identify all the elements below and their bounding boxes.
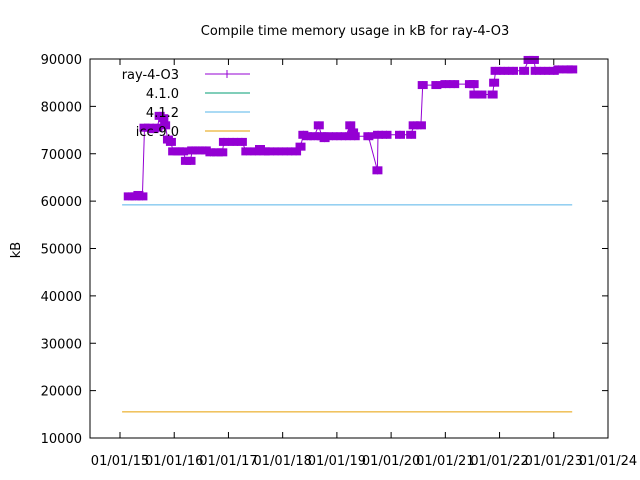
data-point-marker [219,137,228,146]
data-point-marker [490,78,499,87]
data-point-marker [491,66,500,75]
x-tick-label: 01/01/21 [416,454,474,469]
y-tick-label: 40000 [41,290,82,305]
data-point-marker [418,81,427,90]
data-point-marker [159,114,168,123]
plot-frame [89,58,609,439]
data-point-marker [346,121,355,130]
data-point-marker [469,80,478,89]
x-tick-label: 01/01/22 [470,454,528,469]
data-point-marker [450,80,459,89]
data-point-marker [283,147,292,156]
data-point-marker [242,147,251,156]
data-point-marker [161,121,170,130]
data-point-marker [488,90,497,99]
y-tick-label: 90000 [41,53,82,68]
x-tick-label: 01/01/19 [308,454,366,469]
data-point-marker [540,66,549,75]
legend-label: 4.1.0 [146,87,179,102]
y-tick-label: 30000 [41,337,82,352]
x-axis-ticks: 01/01/1501/01/1601/01/1701/01/1801/01/19… [91,59,637,469]
data-point-marker [350,132,359,141]
data-point-marker [314,121,323,130]
data-point-marker [332,132,341,141]
data-point-marker [237,137,246,146]
data-point-marker [323,132,332,141]
data-point-marker [441,80,450,89]
data-point-marker [531,66,540,75]
x-tick-label: 01/01/15 [91,454,149,469]
legend-label: ray-4-O3 [122,68,179,83]
data-point-marker [416,121,425,130]
y-axis-label: kB [9,242,24,258]
data-point-marker [229,137,238,146]
y-tick-label: 70000 [41,148,82,163]
x-tick-label: 01/01/20 [362,454,420,469]
x-tick-label: 01/01/18 [253,454,311,469]
data-point-marker [382,130,391,139]
data-point-marker [568,65,577,74]
data-point-marker [138,192,147,201]
data-point-marker [520,66,529,75]
data-point-marker [179,147,188,156]
data-point-marker [554,65,563,74]
data-point-marker [265,147,274,156]
series-layer [122,55,578,413]
x-tick-label: 01/01/24 [579,454,637,469]
y-tick-label: 80000 [41,100,82,115]
data-point-marker [396,130,405,139]
x-tick-label: 01/01/16 [145,454,203,469]
data-point-marker [477,90,486,99]
data-point-marker [508,66,517,75]
y-tick-label: 50000 [41,243,82,258]
legend: ray-4-O3 4.1.0 4.1.2 icc-9.0 [122,68,250,140]
data-point-marker [153,123,162,132]
x-tick-label: 01/01/23 [525,454,583,469]
data-point-marker [374,130,383,139]
y-tick-label: 60000 [41,195,82,210]
chart-title: Compile time memory usage in kB for ray-… [201,24,509,39]
y-tick-label: 10000 [41,432,82,447]
data-point-marker [407,130,416,139]
y-axis-ticks: 10000 20000 30000 40000 50000 60000 70000 80000… [41,53,608,447]
data-point-marker [500,66,509,75]
data-point-marker [274,147,283,156]
x-tick-label: 01/01/17 [199,454,257,469]
data-point-marker [364,132,373,141]
data-point-marker [296,142,305,151]
data-point-marker [218,148,227,157]
data-point-marker [432,81,441,90]
data-point-marker [529,55,538,64]
legend-label: 4.1.2 [146,106,179,121]
data-point-marker [373,166,382,175]
data-point-marker [186,156,195,165]
y-tick-label: 20000 [41,385,82,400]
legend-label: icc-9.0 [136,125,179,140]
data-point-marker [166,137,175,146]
